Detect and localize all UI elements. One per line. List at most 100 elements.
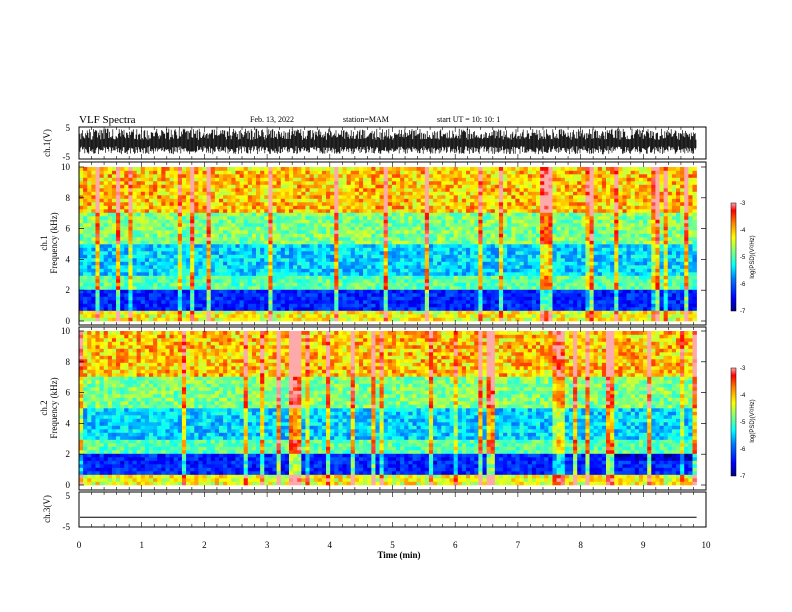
spectrogram-cell	[124, 268, 129, 273]
spectrogram-cell	[433, 198, 438, 203]
spectrogram-cell	[474, 216, 479, 220]
spectrogram-cell	[235, 289, 240, 294]
spectrogram-cell	[416, 174, 422, 178]
spectrogram-cell	[181, 296, 187, 301]
spectrogram-cell	[396, 202, 401, 206]
spectrogram-cell	[83, 170, 88, 175]
spectrogram-cell	[293, 170, 298, 175]
spectrogram-cell	[540, 244, 545, 248]
spectrogram-cell	[416, 177, 422, 182]
spectrogram-cell	[136, 258, 142, 262]
spectrogram-cell	[326, 212, 331, 217]
spectrogram-cell	[218, 261, 224, 266]
spectrogram-cell	[153, 307, 158, 311]
spectrogram-cell	[363, 174, 368, 178]
spectrogram-cell	[293, 300, 298, 304]
spectrogram-cell	[437, 275, 442, 280]
spectrogram-cell	[251, 303, 257, 308]
spectrogram-cell	[441, 254, 446, 259]
spectrogram-cell	[342, 212, 347, 217]
spectrogram-cell	[218, 300, 224, 304]
spectrogram-cell	[256, 230, 261, 234]
spectrogram-cell	[116, 275, 121, 280]
spectrogram-cell	[321, 282, 327, 287]
spectrogram-cell	[441, 205, 446, 210]
spectrogram-cell	[95, 184, 100, 189]
spectrogram-cell	[260, 244, 265, 248]
spectrogram-cell	[190, 170, 195, 175]
spectrogram-cell	[433, 254, 438, 259]
spectrogram-cell	[210, 198, 216, 203]
spectrogram-cell	[165, 233, 170, 238]
spectrogram-cell	[91, 177, 96, 182]
spectrogram-cell	[449, 177, 454, 182]
spectrogram-cell	[358, 244, 364, 248]
spectrogram-cell	[449, 167, 454, 171]
spectrogram-cell	[527, 247, 533, 252]
spectrogram-cell	[103, 184, 109, 189]
spectrogram-cell	[239, 307, 244, 311]
spectrogram-cell	[293, 279, 298, 283]
spectrogram-cell	[498, 209, 504, 213]
spectrogram-cell	[293, 184, 298, 189]
spectrogram-cell	[387, 289, 393, 294]
spectrogram-cell	[202, 310, 207, 315]
spectrogram-cell	[466, 279, 471, 283]
spectrogram-cell	[288, 282, 294, 287]
spectrogram-cell	[186, 258, 191, 262]
spectrogram-cell	[161, 195, 166, 199]
spectrogram-cell	[466, 170, 471, 175]
spectrogram-cell	[235, 188, 240, 192]
spectrogram-cell	[190, 184, 195, 189]
spectrogram-cell	[251, 170, 257, 175]
spectrogram-cell	[181, 279, 187, 283]
spectrogram-cell	[531, 240, 537, 245]
spectrogram-cell	[239, 167, 244, 171]
spectrogram-cell	[305, 216, 310, 220]
spectrogram-cell	[305, 181, 310, 185]
spectrogram-cell	[461, 244, 467, 248]
spectrogram-cell	[387, 307, 393, 311]
spectrogram-cell	[461, 177, 467, 182]
spectrogram-cell	[264, 261, 269, 266]
spectrogram-cell	[531, 237, 537, 241]
spectrogram-cell	[140, 240, 146, 245]
spectrogram-cell	[260, 205, 265, 210]
spectrogram-cell	[461, 174, 467, 178]
spectrogram-cell	[120, 181, 125, 185]
spectrogram-cell	[346, 202, 352, 206]
spectrogram-cell	[120, 174, 125, 178]
spectrogram-cell	[181, 244, 187, 248]
spectrogram-cell	[136, 223, 142, 227]
spectrogram-cell	[379, 282, 384, 287]
spectrogram-cell	[247, 212, 253, 217]
spectrogram-cell	[144, 205, 150, 210]
spectrogram-cell	[367, 223, 372, 227]
spectrogram-cell	[243, 167, 249, 171]
spectrogram-cell	[466, 289, 471, 294]
spectrogram-cell	[511, 219, 516, 224]
spectrogram-cell	[334, 247, 339, 252]
spectrogram-cell	[268, 209, 273, 213]
spectrogram-cell	[470, 300, 475, 304]
spectrogram-cell	[424, 258, 430, 262]
spectrogram-cell	[511, 198, 516, 203]
spectrogram-cell	[486, 181, 492, 185]
spectrogram-cell	[338, 216, 343, 220]
spectrogram-cell	[358, 240, 364, 245]
spectrogram-cell	[428, 293, 434, 297]
spectrogram-cell	[531, 170, 537, 175]
spectrogram-cell	[140, 216, 146, 220]
spectrogram-cell	[218, 268, 224, 273]
spectrogram-cell	[383, 268, 389, 273]
spectrogram-cell	[231, 212, 236, 217]
spectrogram-cell	[107, 265, 113, 269]
spectrogram-cell	[190, 188, 195, 192]
spectrogram-cell	[515, 174, 520, 178]
spectrogram-cell	[527, 212, 533, 217]
spectrogram-cell	[371, 233, 376, 238]
spectrogram-cell	[177, 317, 183, 322]
spectrogram-cell	[161, 279, 166, 283]
spectrogram-cell	[511, 244, 516, 248]
spectrogram-cell	[99, 317, 105, 322]
